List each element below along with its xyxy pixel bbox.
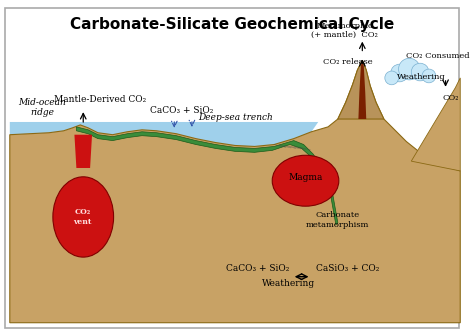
Text: Deep-sea trench: Deep-sea trench bbox=[198, 113, 273, 122]
Text: Mid-ocean
ridge: Mid-ocean ridge bbox=[18, 98, 66, 117]
Ellipse shape bbox=[53, 177, 114, 257]
Text: Carbonate
metamorphism: Carbonate metamorphism bbox=[306, 211, 370, 228]
Text: Carbonate-Silicate Geochemical Cycle: Carbonate-Silicate Geochemical Cycle bbox=[70, 16, 394, 32]
Ellipse shape bbox=[272, 155, 339, 206]
Polygon shape bbox=[10, 60, 460, 323]
Circle shape bbox=[385, 71, 399, 85]
Text: Weathering: Weathering bbox=[397, 73, 446, 81]
Circle shape bbox=[391, 64, 408, 82]
Text: CaCO₃ + SiO₂: CaCO₃ + SiO₂ bbox=[226, 264, 289, 274]
Polygon shape bbox=[76, 127, 338, 225]
Text: CaCO₃ + SiO₂: CaCO₃ + SiO₂ bbox=[150, 106, 214, 115]
Text: Mantle-Derived CO₂: Mantle-Derived CO₂ bbox=[54, 95, 146, 104]
Polygon shape bbox=[358, 60, 366, 119]
Circle shape bbox=[422, 69, 436, 83]
Text: CO₂ release: CO₂ release bbox=[323, 58, 373, 66]
Text: Magma: Magma bbox=[288, 173, 323, 182]
Circle shape bbox=[411, 63, 429, 81]
Text: CO₂: CO₂ bbox=[442, 94, 459, 101]
Polygon shape bbox=[74, 135, 92, 168]
Text: CaSiO₃ + CO₂: CaSiO₃ + CO₂ bbox=[316, 264, 380, 274]
Text: Weathering: Weathering bbox=[262, 279, 315, 288]
Polygon shape bbox=[411, 78, 460, 171]
Text: CO₂
vent: CO₂ vent bbox=[73, 208, 91, 225]
Text: Metamorphic
(+ mantle)  CO₂: Metamorphic (+ mantle) CO₂ bbox=[311, 22, 378, 39]
Polygon shape bbox=[10, 122, 318, 146]
Polygon shape bbox=[338, 60, 384, 119]
Text: CO₂ Consumed: CO₂ Consumed bbox=[406, 52, 470, 60]
Circle shape bbox=[399, 58, 420, 80]
